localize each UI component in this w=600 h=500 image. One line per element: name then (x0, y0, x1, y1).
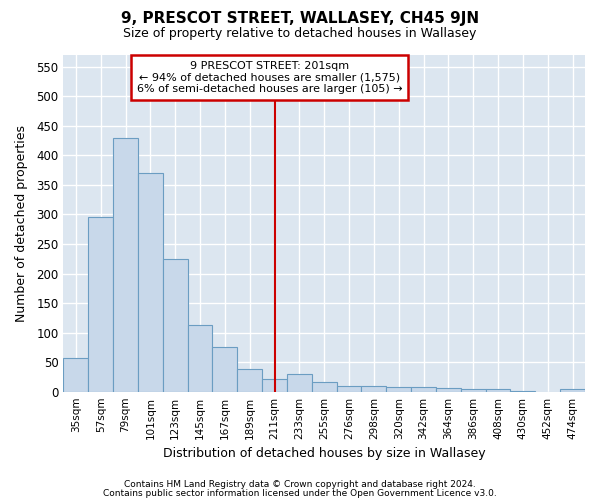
Bar (113, 138, 138, 392)
Bar (237, 369, 262, 392)
Bar (88, 218, 113, 392)
Bar (312, 382, 337, 392)
X-axis label: Distribution of detached houses by size in Wallasey: Distribution of detached houses by size … (163, 447, 485, 460)
Bar (560, 388, 585, 392)
Y-axis label: Number of detached properties: Number of detached properties (15, 125, 28, 322)
Text: Contains HM Land Registry data © Crown copyright and database right 2024.: Contains HM Land Registry data © Crown c… (124, 480, 476, 489)
Bar (163, 259, 188, 392)
Text: 9 PRESCOT STREET: 201sqm
← 94% of detached houses are smaller (1,575)
6% of semi: 9 PRESCOT STREET: 201sqm ← 94% of detach… (137, 61, 403, 94)
Bar (188, 325, 212, 392)
Bar (64, 358, 88, 392)
Bar (411, 387, 436, 392)
Text: Size of property relative to detached houses in Wallasey: Size of property relative to detached ho… (124, 28, 476, 40)
Bar (262, 378, 287, 392)
Text: Contains public sector information licensed under the Open Government Licence v3: Contains public sector information licen… (103, 488, 497, 498)
Bar (337, 386, 361, 392)
Bar (287, 374, 312, 392)
Bar (461, 388, 485, 392)
Bar (511, 391, 535, 392)
Bar (361, 386, 386, 392)
Bar (436, 388, 461, 392)
Bar (138, 173, 163, 392)
Bar (485, 388, 511, 392)
Bar (386, 387, 411, 392)
Text: 9, PRESCOT STREET, WALLASEY, CH45 9JN: 9, PRESCOT STREET, WALLASEY, CH45 9JN (121, 11, 479, 26)
Bar (212, 348, 237, 392)
